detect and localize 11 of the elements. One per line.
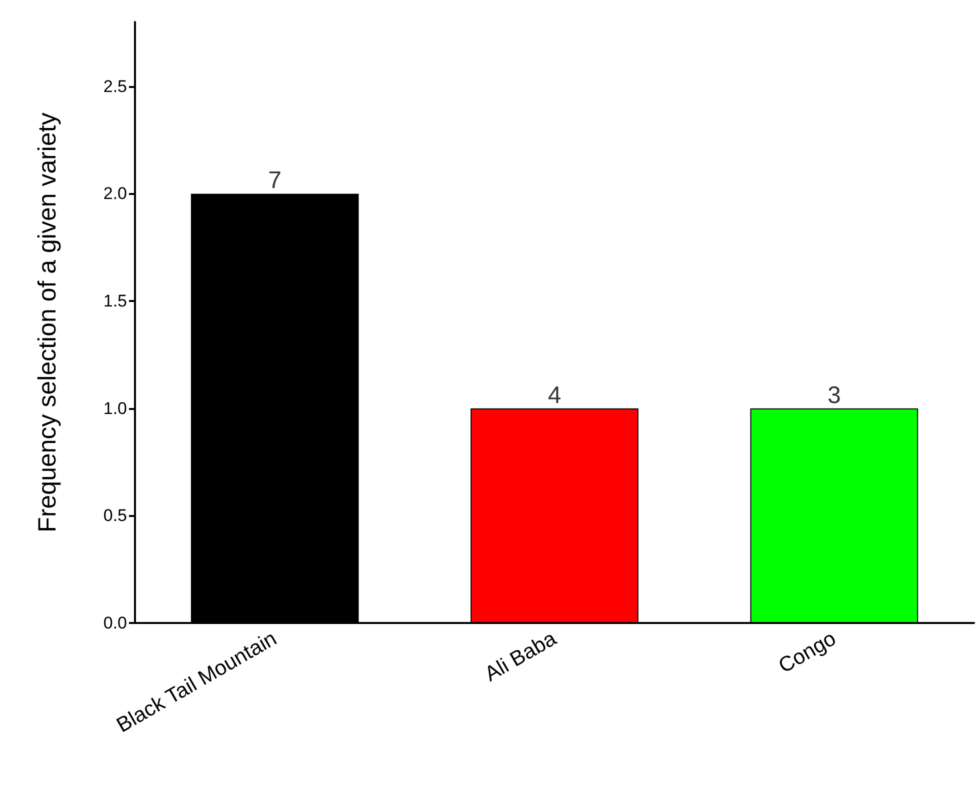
x-tick-label: Ali Baba bbox=[481, 626, 561, 686]
y-tick-label: 0.0 bbox=[103, 614, 127, 632]
y-tick-label: 2.5 bbox=[103, 76, 127, 96]
y-tick-label: 0.5 bbox=[103, 506, 127, 526]
y-tick-label: 1.5 bbox=[103, 292, 127, 311]
y-tick-label: 2.0 bbox=[103, 184, 127, 204]
y-tick-label: 1.0 bbox=[103, 398, 127, 418]
annotation: 3 bbox=[827, 382, 841, 409]
annotation: 4 bbox=[548, 382, 562, 409]
y-axis-title: Frequency selection of a given variety bbox=[34, 112, 62, 532]
annotation: 7 bbox=[268, 167, 282, 194]
